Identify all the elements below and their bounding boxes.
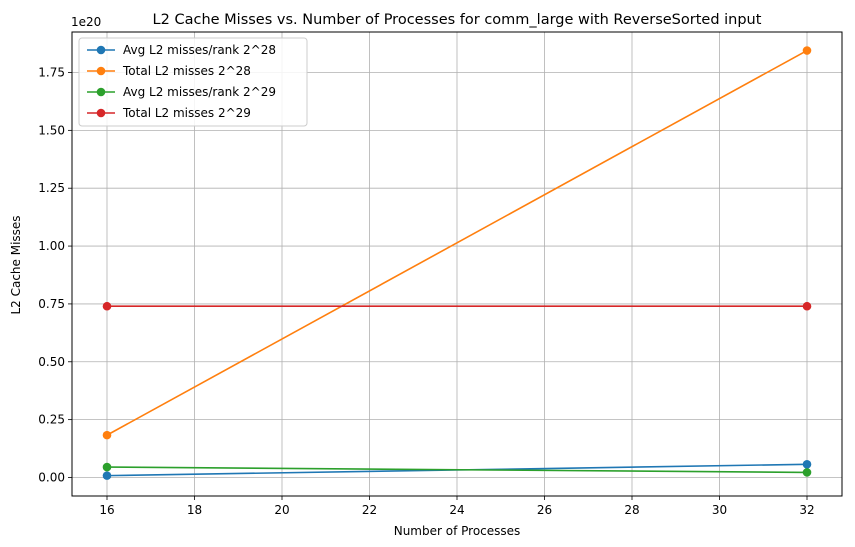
x-tick-label: 18 [187, 503, 202, 517]
data-point [802, 46, 812, 55]
legend-label: Avg L2 misses/rank 2^28 [123, 43, 276, 57]
x-tick-label: 22 [362, 503, 377, 517]
x-tick-label: 30 [712, 503, 727, 517]
y-tick-label: 0.00 [38, 470, 65, 484]
y-tick-label: 1.75 [38, 65, 65, 79]
legend-marker [96, 108, 106, 118]
y-tick-label: 0.25 [38, 413, 65, 427]
legend-label: Total L2 misses 2^29 [122, 106, 251, 120]
data-point [802, 301, 812, 311]
data-point [102, 430, 112, 440]
x-tick-label: 26 [537, 503, 552, 517]
y-axis: 0.00 0.25 0.50 0.75 1.00 1.25 1.50 1.75 [38, 65, 72, 484]
x-tick-label: 28 [624, 503, 639, 517]
y-tick-label: 1.50 [38, 123, 65, 137]
y-tick-label: 1.25 [38, 181, 65, 195]
data-point [102, 462, 112, 472]
x-tick-label: 20 [274, 503, 289, 517]
x-tick-label: 32 [799, 503, 814, 517]
y-axis-label: L2 Cache Misses [9, 215, 23, 314]
grid [72, 32, 842, 496]
y-tick-label: 0.50 [38, 355, 65, 369]
data-point [102, 301, 112, 311]
data-point [802, 459, 812, 469]
data-point [102, 471, 112, 480]
legend-marker [96, 45, 106, 55]
legend: Avg L2 misses/rank 2^28 Total L2 misses 2… [78, 37, 308, 127]
y-offset-label: 1e20 [71, 15, 101, 29]
chart-title: L2 Cache Misses vs. Number of Processes … [153, 12, 762, 28]
series-lines [102, 46, 812, 480]
x-axis: 16 18 20 22 24 26 28 30 32 [99, 496, 815, 517]
legend-box [78, 37, 308, 127]
series-line-3 [106, 466, 808, 474]
legend-marker [96, 66, 106, 76]
series-line-2 [106, 49, 808, 436]
legend-marker [96, 87, 106, 97]
legend-label: Avg L2 misses/rank 2^29 [123, 85, 276, 99]
data-point [802, 468, 812, 477]
x-tick-label: 24 [449, 503, 464, 517]
legend-label: Total L2 misses 2^28 [122, 64, 251, 78]
y-tick-label: 1.00 [38, 239, 65, 253]
x-tick-label: 16 [99, 503, 114, 517]
x-axis-label: Number of Processes [394, 524, 521, 538]
y-tick-label: 0.75 [38, 297, 65, 311]
